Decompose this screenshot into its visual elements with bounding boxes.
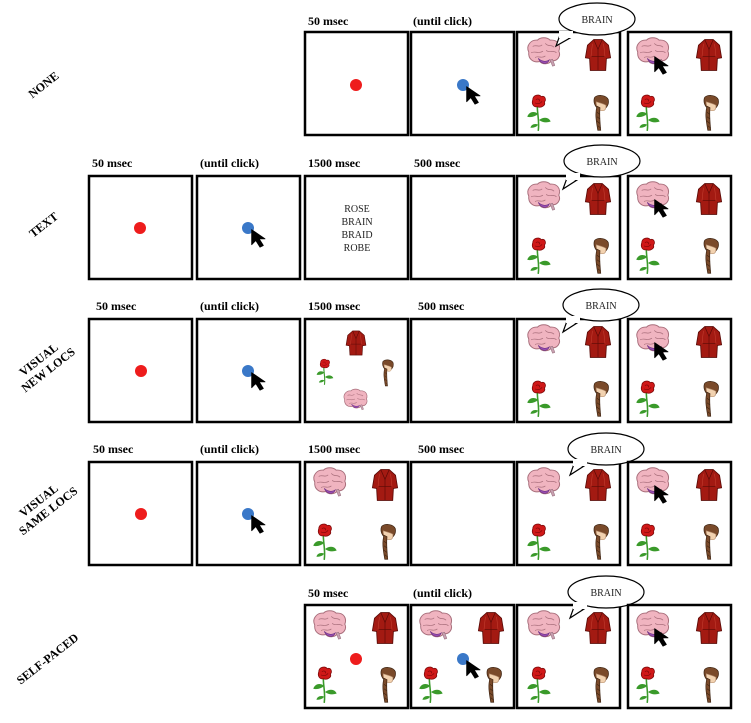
fixation-dot bbox=[135, 508, 147, 520]
bubble-word: BRAIN bbox=[581, 15, 612, 26]
timing-label: (until click) bbox=[200, 442, 259, 456]
bubble-word: BRAIN bbox=[586, 157, 617, 168]
timing-label: 500 msec bbox=[414, 156, 461, 170]
timing-label: (until click) bbox=[200, 156, 259, 170]
timing-label: 1500 msec bbox=[308, 299, 361, 313]
blank-panel bbox=[409, 317, 516, 424]
click-dot bbox=[242, 508, 254, 520]
speech-bubble: BRAIN bbox=[561, 144, 641, 191]
row-label-self-paced: SELF-PACED bbox=[14, 630, 82, 687]
row-none: NONE 50 msec (until click) BRAIN bbox=[26, 2, 733, 137]
bubble-word: BRAIN bbox=[585, 301, 616, 312]
word-item: ROSE bbox=[344, 204, 370, 215]
row-visual-same-locs: VISUAL SAME LOCS 50 msec (until click) 1… bbox=[8, 432, 733, 567]
row-label-text: TEXT bbox=[26, 209, 60, 240]
timing-label: 50 msec bbox=[92, 156, 133, 170]
timing-label: 1500 msec bbox=[308, 442, 361, 456]
click-dot bbox=[242, 365, 254, 377]
bubble-word: BRAIN bbox=[590, 445, 621, 456]
blank-panel bbox=[409, 174, 516, 281]
click-dot bbox=[242, 222, 254, 234]
speech-bubble: BRAIN bbox=[554, 2, 636, 48]
blank-panel bbox=[409, 460, 516, 567]
row-visual-new-locs: VISUAL NEW LOCS 50 msec (until click) 15… bbox=[10, 288, 733, 424]
speech-bubble: BRAIN bbox=[567, 575, 645, 620]
row-label-visual-new-locs: VISUAL NEW LOCS bbox=[10, 333, 78, 395]
fixation-dot bbox=[134, 222, 146, 234]
click-dot bbox=[457, 79, 469, 91]
timing-label: 50 msec bbox=[96, 299, 137, 313]
fixation-dot bbox=[350, 653, 362, 665]
timing-label: 500 msec bbox=[418, 442, 465, 456]
row-self-paced: SELF-PACED 50 msec (until click) BRAIN bbox=[14, 575, 733, 710]
fixation-dot bbox=[350, 79, 362, 91]
timing-label: 1500 msec bbox=[308, 156, 361, 170]
row-label-none: NONE bbox=[26, 69, 62, 101]
click-dot bbox=[457, 653, 469, 665]
timing-label: (until click) bbox=[413, 14, 472, 28]
speech-bubble: BRAIN bbox=[567, 432, 645, 477]
row-label-visual-same-locs: VISUAL SAME LOCS bbox=[8, 472, 81, 538]
timing-label: (until click) bbox=[200, 299, 259, 313]
bubble-word: BRAIN bbox=[590, 588, 621, 599]
words-panel bbox=[303, 174, 410, 281]
speech-bubble: BRAIN bbox=[561, 288, 640, 334]
timing-label: 50 msec bbox=[93, 442, 134, 456]
timing-label: 50 msec bbox=[308, 14, 349, 28]
word-item: BRAIN bbox=[341, 217, 372, 228]
row-text: TEXT 50 msec (until click) 1500 msec ROS… bbox=[26, 144, 733, 281]
timing-label: (until click) bbox=[413, 586, 472, 600]
fixation-dot bbox=[135, 365, 147, 377]
word-item: BRAID bbox=[341, 230, 372, 241]
word-item: ROBE bbox=[344, 243, 371, 254]
click-panel bbox=[195, 460, 302, 567]
timing-label: 500 msec bbox=[418, 299, 465, 313]
timing-label: 50 msec bbox=[308, 586, 349, 600]
